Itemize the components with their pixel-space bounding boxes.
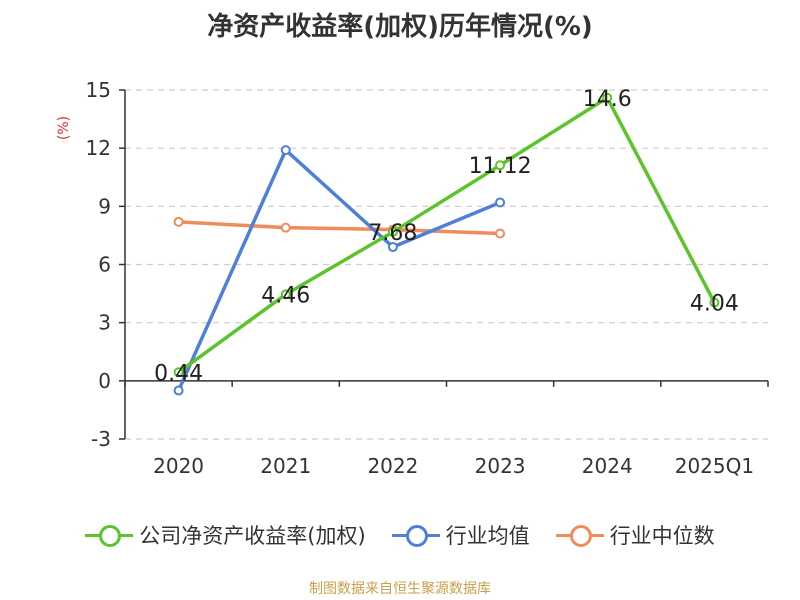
series-line-0: [177, 96, 716, 374]
legend-label-company: 公司净资产收益率(加权): [139, 524, 366, 548]
x-tick-label: 2021: [260, 454, 311, 478]
data-point-0: [709, 297, 720, 308]
legend-swatch-industry-median-icon: [555, 524, 604, 547]
chart-title: 净资产收益率(加权)历年情况(%): [207, 12, 593, 42]
data-point-2: [280, 222, 291, 233]
legend-item-industry-mean[interactable]: 行业均值: [391, 520, 530, 550]
y-tick-label: 3: [98, 311, 111, 335]
data-label: 11.12: [469, 154, 532, 179]
legend-label-industry-median: 行业中位数: [609, 524, 715, 548]
data-point-0: [280, 289, 291, 300]
data-point-1: [387, 242, 398, 253]
legend-item-industry-median[interactable]: 行业中位数: [555, 520, 715, 550]
x-tick-label: 2025Q1: [675, 454, 754, 478]
x-tick-label: 2023: [475, 454, 526, 478]
data-label: 14.6: [583, 87, 632, 112]
y-tick-label: 12: [86, 136, 111, 160]
data-point-0: [173, 367, 184, 378]
y-tick-label: 9: [98, 194, 111, 218]
data-point-1: [280, 145, 291, 156]
legend: 公司净资产收益率(加权) 行业均值 行业中位数: [0, 520, 800, 550]
y-tick-label: 0: [98, 369, 111, 393]
series-line-2: [178, 220, 501, 236]
y-tick-label: 6: [98, 253, 111, 277]
data-point-0: [495, 160, 506, 171]
y-axis-unit-label: (%): [56, 116, 72, 140]
data-point-2: [173, 216, 184, 227]
data-label: 4.46: [261, 283, 310, 308]
y-tick-label: 15: [86, 78, 111, 102]
x-tick-label: 2022: [367, 454, 418, 478]
legend-swatch-company-icon: [85, 524, 134, 547]
x-tick-label: 2024: [582, 454, 633, 478]
data-label: 4.04: [690, 292, 739, 317]
data-point-1: [173, 385, 184, 396]
y-tick-label: -3: [91, 427, 111, 451]
legend-item-company[interactable]: 公司净资产收益率(加权): [85, 520, 366, 550]
data-point-0: [387, 226, 398, 237]
legend-swatch-industry-mean-icon: [391, 524, 440, 547]
data-label: 7.68: [368, 221, 417, 246]
series-line-1: [176, 148, 501, 392]
data-label: 0.44: [154, 361, 203, 386]
x-tick-label: 2020: [153, 454, 204, 478]
data-point-1: [495, 197, 506, 208]
legend-label-industry-mean: 行业均值: [445, 524, 530, 548]
data-point-0: [602, 92, 613, 103]
data-point-2: [495, 228, 506, 239]
source-note: 制图数据来自恒生聚源数据库: [309, 581, 491, 597]
